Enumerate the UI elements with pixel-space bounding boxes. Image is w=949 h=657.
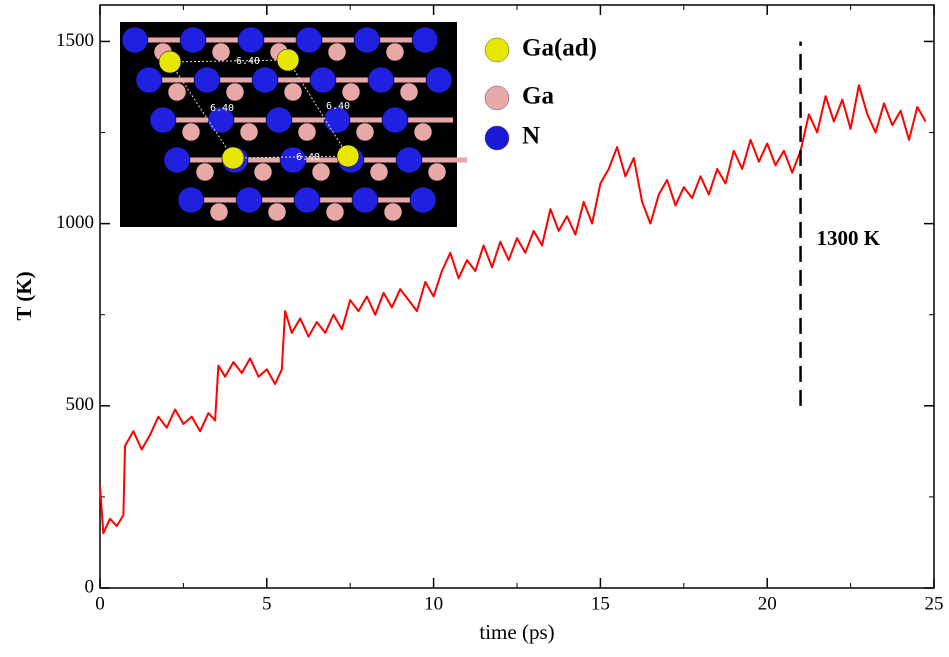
distance-label: 6.40 — [236, 56, 260, 67]
atom — [414, 123, 432, 141]
atom — [238, 27, 264, 53]
atom — [194, 67, 220, 93]
atom — [254, 163, 272, 181]
atom — [266, 107, 292, 133]
x-tick-label: 20 — [758, 593, 777, 614]
atom — [182, 123, 200, 141]
atom — [284, 83, 302, 101]
x-tick-label: 5 — [262, 593, 272, 614]
legend-label: Ga — [522, 83, 554, 110]
x-tick-label: 0 — [95, 593, 105, 614]
atom — [368, 67, 394, 93]
adatom — [222, 147, 244, 169]
y-tick-label: 500 — [66, 394, 95, 415]
atom — [352, 187, 378, 213]
atom — [412, 27, 438, 53]
chart: time (ps) T (K) 6.40 6.40 6.40 6.40 0 5 10 15 2… — [0, 0, 949, 657]
atom — [252, 67, 278, 93]
atom — [382, 107, 408, 133]
legend-label: N — [522, 123, 540, 150]
atom — [328, 43, 346, 61]
atom — [298, 123, 316, 141]
atom — [296, 27, 322, 53]
legend-swatch — [485, 86, 509, 110]
x-axis-label: time (ps) — [479, 620, 554, 644]
atom — [326, 203, 344, 221]
y-axis-label: T (K) — [12, 271, 36, 320]
atom — [168, 83, 186, 101]
atom — [312, 163, 330, 181]
atom — [294, 187, 320, 213]
atom — [410, 187, 436, 213]
adatom — [159, 51, 181, 73]
distance-label: 6.40 — [296, 152, 320, 163]
atom — [426, 67, 452, 93]
distance-label: 6.40 — [326, 101, 350, 112]
atom — [212, 43, 230, 61]
atom — [136, 67, 162, 93]
adatom — [337, 145, 359, 167]
atom — [354, 27, 380, 53]
legend-label: Ga(ad) — [522, 35, 597, 62]
atom — [384, 203, 402, 221]
y-tick-label: 0 — [85, 576, 95, 597]
atom — [396, 147, 422, 173]
atom — [268, 203, 286, 221]
atom — [178, 187, 204, 213]
x-tick-label: 25 — [925, 593, 944, 614]
atom — [226, 83, 244, 101]
atom — [236, 187, 262, 213]
atom — [164, 147, 190, 173]
inset-image: 6.40 6.40 6.40 6.40 — [120, 22, 467, 227]
y-tick-label: 1000 — [56, 212, 94, 233]
legend-swatch — [485, 38, 509, 62]
atom — [150, 107, 176, 133]
legend-swatch — [485, 126, 509, 150]
atom — [386, 43, 404, 61]
adatom — [277, 49, 299, 71]
x-tick-label: 15 — [591, 593, 610, 614]
distance-label: 6.40 — [210, 103, 234, 114]
atom — [196, 163, 214, 181]
atom — [210, 203, 228, 221]
atom — [428, 163, 446, 181]
annotation: 1300 K — [817, 226, 881, 250]
y-tick-label: 1500 — [56, 30, 94, 51]
atom — [240, 123, 258, 141]
atom — [122, 27, 148, 53]
atom — [356, 123, 374, 141]
atom — [400, 83, 418, 101]
atom — [180, 27, 206, 53]
atom — [370, 163, 388, 181]
atom — [342, 83, 360, 101]
x-tick-label: 10 — [424, 593, 443, 614]
atom — [310, 67, 336, 93]
